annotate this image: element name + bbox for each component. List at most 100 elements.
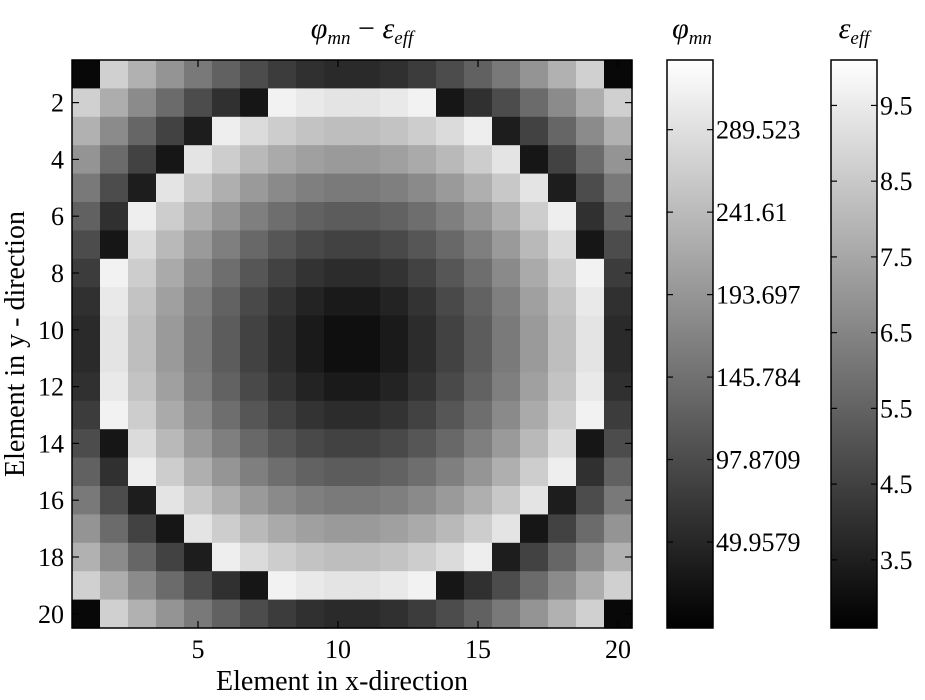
heatmap-cell: [324, 230, 353, 260]
heatmap-cell: [72, 400, 101, 430]
heatmap-cell: [324, 400, 353, 430]
heatmap-cell: [576, 542, 605, 572]
colorbar-tick-label: 97.8709: [716, 446, 801, 475]
y-tick-label: 16: [38, 486, 64, 515]
heatmap-cell: [576, 230, 605, 260]
heatmap-cell: [520, 457, 549, 487]
heatmap-cell: [492, 258, 521, 288]
heatmap-cell: [380, 145, 409, 175]
heatmap-cell: [72, 116, 101, 146]
heatmap-cell: [492, 173, 521, 203]
heatmap-cell: [492, 116, 521, 146]
heatmap-cell: [324, 542, 353, 572]
heatmap-cell: [604, 116, 633, 146]
heatmap-cell: [268, 486, 297, 515]
heatmap-cell: [296, 599, 325, 629]
heatmap-cell: [352, 457, 381, 487]
heatmap-cell: [576, 88, 605, 118]
heatmap-cell: [128, 202, 157, 231]
heatmap-cell: [380, 599, 409, 629]
colorbar-tick-label: 6.5: [880, 319, 913, 348]
heatmap-cell: [408, 230, 437, 260]
y-tick-label: 12: [38, 373, 64, 402]
heatmap-cell: [268, 571, 297, 601]
heatmap-cell: [100, 429, 129, 459]
heatmap-cell: [548, 542, 577, 572]
heatmap-cell: [436, 514, 465, 544]
heatmap-cell: [296, 88, 325, 118]
heatmap-cell: [520, 258, 549, 288]
heatmap-cell: [408, 287, 437, 317]
heatmap-cell: [492, 202, 521, 231]
heatmap-cell: [408, 372, 437, 402]
heatmap-cell: [492, 542, 521, 572]
heatmap-cell: [100, 116, 129, 146]
heatmap-cell: [576, 372, 605, 402]
colorbar-tick-label: 289.523: [716, 116, 801, 145]
heatmap-cell: [380, 173, 409, 203]
heatmap-cell: [436, 372, 465, 402]
heatmap-cell: [548, 88, 577, 118]
heatmap-cell: [464, 145, 493, 175]
heatmap-cell: [128, 116, 157, 146]
heatmap-cell: [548, 116, 577, 146]
heatmap-cell: [548, 258, 577, 288]
heatmap-cell: [380, 116, 409, 146]
heatmap-cell: [576, 486, 605, 515]
x-axis-ticks: 5 10 15 20: [192, 60, 631, 664]
heatmap-cell: [520, 344, 549, 373]
heatmap-cell: [268, 457, 297, 487]
colorbar-eps-label: εeff: [839, 12, 873, 49]
heatmap-cell: [184, 287, 213, 317]
heatmap-cell: [296, 344, 325, 373]
title-eps: ε: [382, 12, 394, 45]
heatmap-cell: [408, 542, 437, 572]
chart-title: φmn − εeff: [311, 12, 416, 49]
colorbar-tick-label: 4.5: [880, 470, 913, 499]
heatmap-cell: [184, 400, 213, 430]
y-tick-label: 18: [38, 543, 64, 572]
colorbar-phi-ticks: 289.523 241.61 193.697 145.784 97.8709 49.957…: [667, 116, 801, 557]
heatmap-cell: [352, 287, 381, 317]
heatmap-cell: [352, 173, 381, 203]
heatmap-cell: [436, 599, 465, 629]
heatmap-cell: [268, 372, 297, 402]
heatmap-cell: [352, 315, 381, 345]
heatmap-cell: [296, 202, 325, 231]
heatmap-cell: [240, 60, 269, 89]
x-tick-label: 10: [325, 635, 351, 664]
heatmap-cell: [380, 258, 409, 288]
colorbar-tick-label: 9.5: [880, 91, 913, 120]
heatmap-cell: [212, 571, 241, 601]
heatmap-cell: [184, 429, 213, 459]
heatmap-cell: [436, 486, 465, 515]
heatmap-cell: [548, 60, 577, 89]
heatmap-cell: [156, 514, 185, 544]
heatmap-cell: [436, 315, 465, 345]
heatmap-cell: [128, 372, 157, 402]
heatmap-cell: [184, 315, 213, 345]
colorbar-phi-sub: mn: [689, 28, 712, 49]
heatmap-cell: [380, 400, 409, 430]
heatmap-cell: [520, 230, 549, 260]
heatmap-cell: [380, 60, 409, 89]
heatmap-cell: [100, 287, 129, 317]
heatmap-cell: [268, 230, 297, 260]
heatmap-cell: [156, 145, 185, 175]
heatmap-cell: [520, 514, 549, 544]
heatmap-cell: [128, 429, 157, 459]
heatmap-cell: [212, 202, 241, 231]
heatmap-cell: [324, 258, 353, 288]
heatmap-cell: [212, 599, 241, 629]
heatmap-cell: [352, 372, 381, 402]
heatmap-cell: [464, 287, 493, 317]
heatmap-cell: [380, 315, 409, 345]
heatmap-cell: [100, 514, 129, 544]
heatmap-cell: [324, 457, 353, 487]
heatmap-cell: [408, 202, 437, 231]
y-tick-label: 14: [38, 429, 64, 458]
heatmap-cell: [296, 230, 325, 260]
heatmap-cell: [100, 457, 129, 487]
heatmap-cell: [520, 202, 549, 231]
heatmap-cell: [324, 315, 353, 345]
